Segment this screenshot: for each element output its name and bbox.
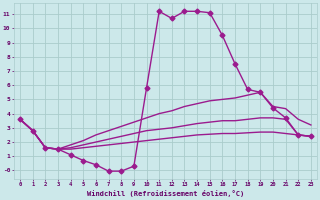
X-axis label: Windchill (Refroidissement éolien,°C): Windchill (Refroidissement éolien,°C) — [87, 190, 244, 197]
